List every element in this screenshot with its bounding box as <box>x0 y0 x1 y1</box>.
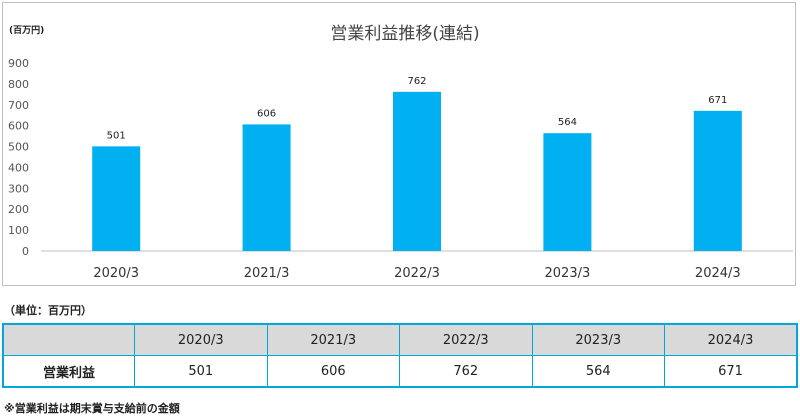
data-label: 606 <box>257 108 276 119</box>
bar <box>693 110 742 251</box>
table-row-label: 営業利益 <box>2 355 135 388</box>
bar <box>92 146 141 251</box>
table-unit-note: （単位：百万円） <box>4 304 92 317</box>
table-header-cell: 2020/3 <box>134 323 268 356</box>
table-header-cell: 2024/3 <box>664 323 798 356</box>
bar-series: 501 606 762 564 671 <box>92 76 742 252</box>
x-tick-label: 2021/3 <box>244 266 290 281</box>
x-tick-label: 2024/3 <box>695 266 741 281</box>
table-header-blank <box>2 323 135 356</box>
y-unit-label: (百万円) <box>9 25 44 36</box>
y-tick-label: 800 <box>8 78 29 91</box>
chart-title: 営業利益推移(連結) <box>330 24 479 44</box>
table-cell: 606 <box>266 355 400 388</box>
table-cell: 564 <box>531 355 665 388</box>
data-table: 2020/3 2021/3 2022/3 2023/3 2024/3 営業利益 … <box>2 323 798 388</box>
table-header-cell: 2021/3 <box>266 323 400 356</box>
y-tick-label: 900 <box>8 57 29 70</box>
y-tick-label: 600 <box>8 120 29 133</box>
table-cell: 762 <box>399 355 533 388</box>
footnote: ※営業利益は期末賞与支給前の金額 <box>4 402 180 415</box>
x-tick-label: 2023/3 <box>545 266 591 281</box>
bar <box>242 124 291 251</box>
chart-container: (百万円) 営業利益推移(連結) 0 100 200 300 400 500 600 700 8… <box>2 2 796 286</box>
table-cell: 671 <box>664 355 798 388</box>
data-label: 762 <box>407 76 426 87</box>
bar-chart: (百万円) 営業利益推移(連結) 0 100 200 300 400 500 600 700 8… <box>8 24 793 281</box>
table-header-cell: 2022/3 <box>399 323 533 356</box>
bar <box>393 91 441 252</box>
data-label: 564 <box>558 117 577 128</box>
y-tick-label: 400 <box>8 161 29 174</box>
data-label: 671 <box>708 95 727 106</box>
y-axis: 0 100 200 300 400 500 600 700 800 900 <box>8 57 29 258</box>
table-header-cell: 2023/3 <box>531 323 665 356</box>
y-tick-label: 200 <box>8 203 29 216</box>
y-tick-label: 500 <box>8 141 29 154</box>
x-axis: 2020/3 2021/3 2022/3 2023/3 2024/3 <box>93 266 740 281</box>
table-cell: 501 <box>134 355 268 388</box>
table-row: 営業利益 501 606 762 564 671 <box>2 355 798 388</box>
x-tick-label: 2020/3 <box>93 266 139 281</box>
y-tick-label: 0 <box>22 245 29 258</box>
bar <box>543 133 592 251</box>
y-tick-label: 100 <box>8 224 29 237</box>
y-tick-label: 300 <box>8 182 29 195</box>
x-tick-label: 2022/3 <box>394 266 440 281</box>
y-tick-label: 700 <box>8 99 29 112</box>
table-header-row: 2020/3 2021/3 2022/3 2023/3 2024/3 <box>2 323 798 356</box>
data-label: 501 <box>107 130 126 141</box>
